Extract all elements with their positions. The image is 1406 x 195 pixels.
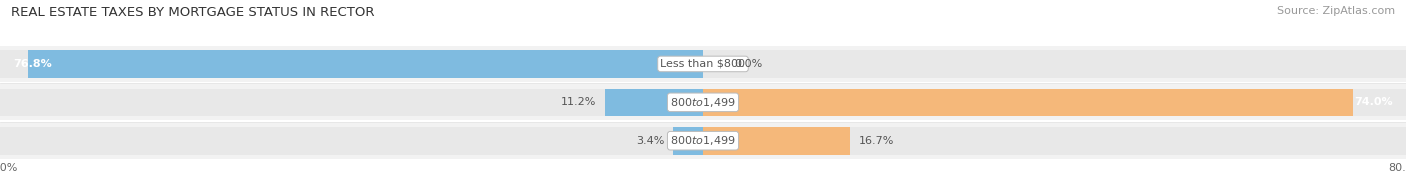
Text: 76.8%: 76.8% <box>13 59 52 69</box>
Text: $800 to $1,499: $800 to $1,499 <box>671 96 735 109</box>
Bar <box>673 127 703 154</box>
Bar <box>703 127 1406 154</box>
Text: $800 to $1,499: $800 to $1,499 <box>671 134 735 147</box>
Bar <box>703 127 849 154</box>
Text: Less than $800: Less than $800 <box>661 59 745 69</box>
Text: REAL ESTATE TAXES BY MORTGAGE STATUS IN RECTOR: REAL ESTATE TAXES BY MORTGAGE STATUS IN … <box>11 6 375 19</box>
Bar <box>703 89 1406 116</box>
Bar <box>0 84 1406 120</box>
Text: 74.0%: 74.0% <box>1354 97 1393 107</box>
Bar <box>703 50 1406 78</box>
Text: 3.4%: 3.4% <box>636 136 665 146</box>
Text: 0.0%: 0.0% <box>734 59 762 69</box>
Bar <box>28 50 703 78</box>
Text: Source: ZipAtlas.com: Source: ZipAtlas.com <box>1277 6 1395 16</box>
Bar <box>0 50 703 78</box>
Bar <box>605 89 703 116</box>
Text: 11.2%: 11.2% <box>561 97 596 107</box>
Bar <box>0 89 703 116</box>
Bar <box>0 127 703 154</box>
Bar <box>0 46 1406 82</box>
Bar <box>0 123 1406 159</box>
Text: 16.7%: 16.7% <box>859 136 894 146</box>
Bar <box>703 89 1354 116</box>
